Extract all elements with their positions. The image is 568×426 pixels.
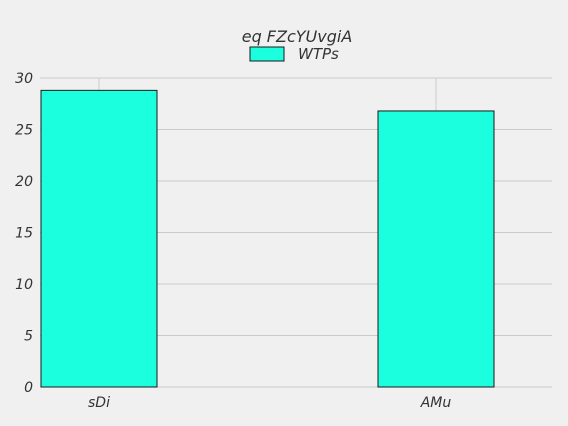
x-tick-label: sDi [88, 395, 110, 411]
legend-label: WTPs [298, 45, 339, 63]
y-tick-label: 20 [15, 174, 33, 190]
x-tick-label: AMu [420, 395, 452, 411]
chart-title: eq FZcYUvgiA [242, 27, 353, 46]
y-tick-label: 0 [24, 380, 33, 396]
legend-swatch [249, 46, 285, 62]
legend: WTPs [249, 45, 339, 63]
bar-AMu [377, 110, 495, 388]
bar-sDi [40, 89, 158, 388]
y-tick-label: 30 [15, 71, 33, 87]
y-tick-label: 10 [15, 277, 33, 293]
tick-labels: 0 5 10 15 20 25 30 sDi AMu [15, 71, 451, 411]
bars [40, 89, 495, 388]
y-tick-label: 25 [15, 123, 33, 139]
y-tick-label: 15 [15, 226, 33, 242]
y-tick-label: 5 [24, 329, 33, 345]
